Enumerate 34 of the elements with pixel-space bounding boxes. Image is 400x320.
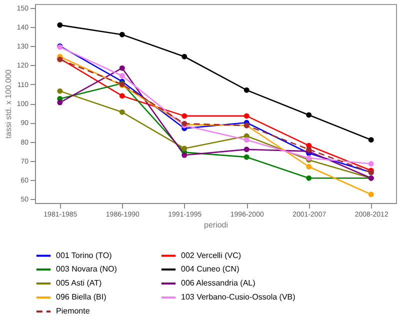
point (306, 164, 312, 170)
legend-label: 003 Novara (NO) (56, 264, 118, 274)
point (57, 22, 63, 28)
legend-label: 096 Biella (BI) (56, 292, 107, 302)
point (182, 146, 188, 152)
point (182, 54, 188, 60)
point (306, 175, 312, 181)
point (368, 137, 374, 143)
point (306, 112, 312, 118)
point (57, 100, 63, 106)
point (119, 73, 125, 78)
legend-label: 002 Vercelli (VC) (181, 250, 242, 260)
point (119, 93, 125, 99)
legend-label: 004 Cuneo (CN) (181, 264, 240, 274)
legend-label: 103 Verbano-Cusio-Ossola (VB) (181, 292, 296, 302)
legend-label: 005 Asti (AT) (56, 278, 102, 288)
legend-label: 001 Torino (TO) (56, 250, 112, 260)
point (119, 32, 125, 38)
point (57, 88, 63, 94)
legend-label: 006 Alessandria (AL) (181, 278, 256, 288)
y-axis-title: tassi std. x 100.000 (4, 68, 13, 138)
point (368, 192, 374, 198)
point (244, 146, 250, 152)
point (119, 109, 125, 115)
point (244, 87, 250, 93)
point (244, 137, 250, 143)
point (368, 161, 374, 167)
point (244, 113, 250, 119)
point (244, 154, 250, 160)
point (119, 65, 125, 71)
point (182, 152, 188, 158)
x-axis-title: periodi (204, 220, 228, 230)
legend-label: Piemonte (56, 306, 90, 316)
point (182, 113, 188, 119)
